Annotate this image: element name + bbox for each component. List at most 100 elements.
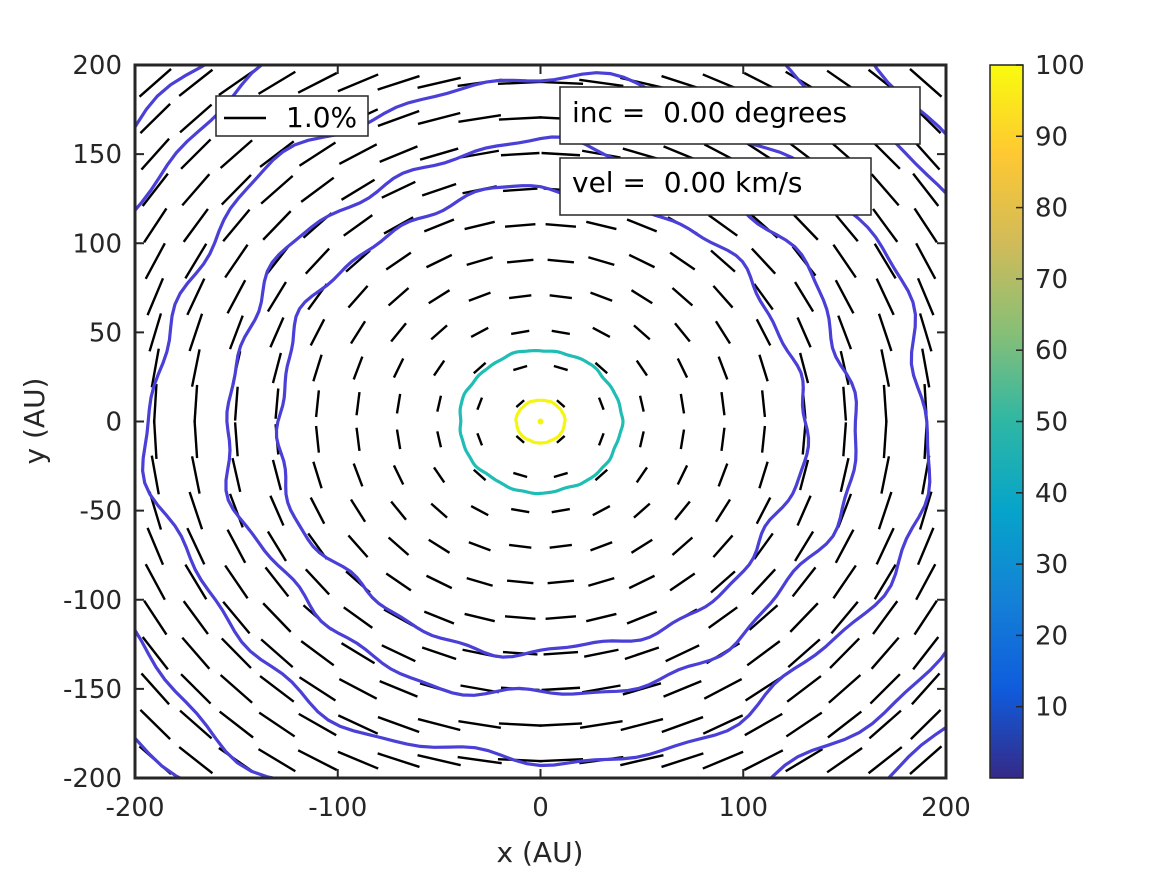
y-tick-label: 50 bbox=[89, 318, 122, 348]
inclination-annotation: inc = 0.00 degrees bbox=[559, 86, 921, 145]
polarization-vector bbox=[868, 709, 902, 740]
polarization-vector bbox=[500, 151, 540, 157]
polarization-vector bbox=[714, 320, 732, 345]
polarization-vector bbox=[343, 214, 374, 237]
polarization-vector bbox=[387, 287, 410, 307]
polarization-vector bbox=[457, 755, 502, 765]
polarization-vector bbox=[179, 709, 213, 740]
polarization-vector bbox=[417, 111, 461, 126]
polarization-vector bbox=[312, 461, 323, 489]
polarization-vector bbox=[547, 258, 575, 264]
polarization-vector bbox=[428, 289, 451, 305]
center-marker bbox=[537, 418, 544, 425]
x-tick-label: -100 bbox=[308, 793, 367, 823]
polarization-vector bbox=[870, 636, 900, 670]
polarization-vector bbox=[679, 393, 686, 414]
polarization-vector bbox=[347, 534, 369, 558]
polarization-vector bbox=[912, 636, 940, 671]
polarization-vector bbox=[228, 493, 244, 528]
polarization-vector bbox=[421, 646, 457, 661]
polarization-vector bbox=[186, 527, 206, 565]
polarization-vector bbox=[910, 709, 942, 740]
y-tick-label: -50 bbox=[80, 497, 122, 527]
polarization-vector bbox=[385, 572, 412, 592]
polarization-vector bbox=[381, 644, 416, 663]
polarization-vector bbox=[387, 536, 410, 556]
polarization-vector bbox=[266, 281, 287, 313]
polarization-vector bbox=[298, 676, 337, 702]
polarization-vector bbox=[712, 285, 734, 309]
polarization-vector bbox=[873, 243, 897, 280]
colorbar-tick-label: 70 bbox=[1035, 265, 1068, 295]
polarization-vector bbox=[222, 600, 251, 635]
polarization-vector bbox=[794, 530, 815, 562]
polarization-vector bbox=[541, 686, 581, 692]
polarization-vector bbox=[349, 498, 367, 523]
polarization-vector bbox=[553, 471, 569, 479]
polarization-vector bbox=[390, 322, 407, 343]
polarization-vector bbox=[139, 709, 171, 740]
polarization-vector bbox=[458, 113, 502, 123]
polarization-vector bbox=[423, 218, 455, 233]
polarization-vector bbox=[226, 529, 247, 564]
polarization-vector bbox=[338, 143, 378, 166]
polarization-vector bbox=[753, 283, 774, 311]
polarization-vector bbox=[583, 648, 619, 658]
polarization-vector bbox=[219, 139, 253, 169]
polarization-vector bbox=[340, 642, 376, 665]
polarization-vector bbox=[264, 566, 290, 598]
polarization-vector bbox=[385, 251, 412, 271]
polarization-vector bbox=[428, 538, 451, 554]
colorbar-tick-label: 80 bbox=[1035, 194, 1068, 224]
polarization-vector bbox=[789, 602, 819, 633]
polarization-vector bbox=[262, 210, 292, 241]
polarization-vector bbox=[190, 456, 201, 494]
polarization-vector bbox=[671, 536, 694, 556]
polarization-vector bbox=[909, 68, 943, 98]
polarization-vector bbox=[916, 527, 935, 566]
polarization-vector bbox=[638, 431, 645, 448]
x-tick-label: 0 bbox=[532, 793, 549, 823]
polarization-vector bbox=[188, 313, 204, 352]
polarization-vector bbox=[882, 384, 888, 423]
polarization-vector bbox=[421, 182, 457, 197]
polarization-vector bbox=[470, 326, 489, 338]
polarization-vector bbox=[472, 468, 487, 482]
polarization-vector bbox=[547, 579, 575, 585]
polarization-vector bbox=[379, 680, 418, 698]
polarization-vector bbox=[915, 242, 937, 280]
polarization-vector bbox=[545, 223, 577, 228]
polarization-vector bbox=[796, 316, 812, 348]
polarization-vector bbox=[504, 615, 536, 620]
polarization-vector bbox=[466, 576, 493, 587]
polarization-vector bbox=[753, 532, 774, 560]
polarization-vector bbox=[710, 570, 736, 594]
polarization-vector bbox=[707, 606, 738, 629]
polarization-vector bbox=[140, 672, 170, 706]
polarization-vector bbox=[260, 175, 294, 205]
polarization-vector bbox=[787, 638, 821, 668]
polarization-vector bbox=[669, 251, 696, 271]
polarization-vector bbox=[181, 173, 211, 207]
polarization-vector bbox=[579, 720, 623, 730]
polarization-vector bbox=[381, 180, 416, 199]
polarization-vector bbox=[150, 348, 160, 388]
polarization-vector bbox=[347, 285, 369, 309]
polarization-vector bbox=[233, 386, 239, 421]
polarization-vector bbox=[597, 397, 605, 411]
colorbar-tick-label: 10 bbox=[1035, 693, 1068, 723]
polarization-vector bbox=[146, 277, 165, 316]
x-tick-label: -200 bbox=[105, 793, 164, 823]
polarization-vector bbox=[834, 529, 855, 564]
polarization-vector bbox=[916, 277, 935, 316]
polarization-vector bbox=[222, 208, 251, 243]
polarization-vector bbox=[143, 207, 168, 244]
polarization-vector bbox=[257, 748, 296, 773]
polarization-vector bbox=[433, 466, 446, 484]
polarization-vector bbox=[663, 680, 702, 698]
polarization-vector bbox=[717, 356, 729, 380]
polarization-vector bbox=[553, 364, 569, 372]
polarization-vector bbox=[352, 356, 364, 380]
polarization-vector bbox=[712, 534, 734, 558]
polarization-vector bbox=[630, 289, 653, 305]
